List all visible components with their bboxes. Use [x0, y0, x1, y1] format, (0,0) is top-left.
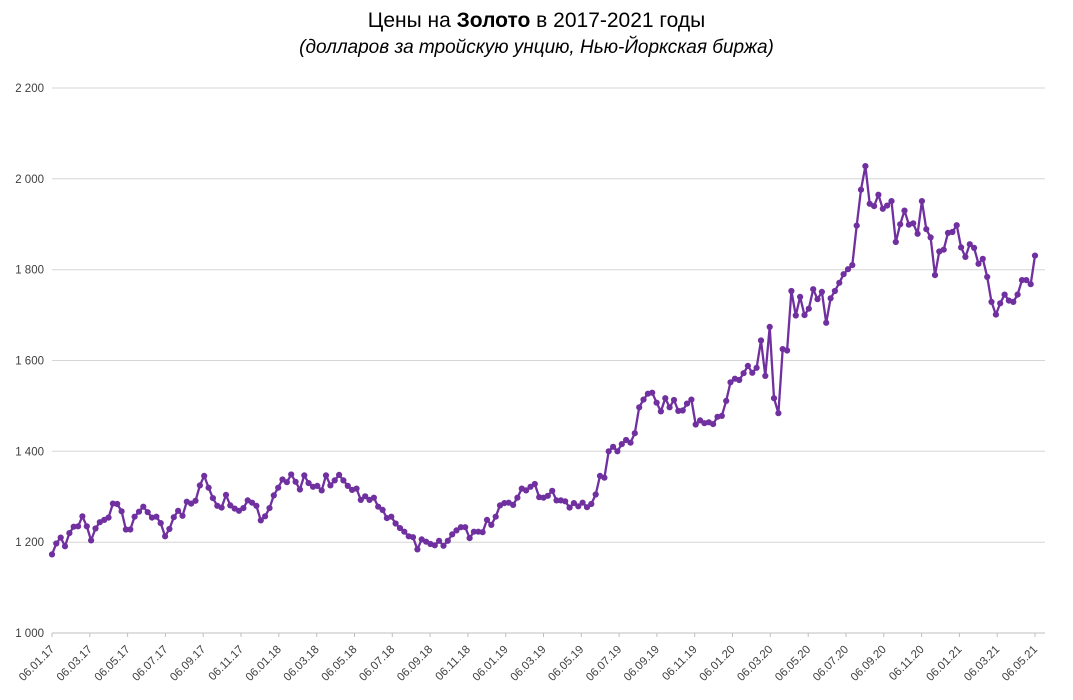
chart-title-suffix: в 2017-2021 годы	[530, 9, 706, 32]
svg-text:06.01.20: 06.01.20	[697, 644, 737, 684]
svg-text:06.07.19: 06.07.19	[584, 644, 624, 684]
svg-text:1 600: 1 600	[15, 356, 44, 368]
y-axis-labels: 2 200 2 000 1 800 1 600 1 400 1 200 1 000	[15, 83, 44, 640]
svg-text:06.11.18: 06.11.18	[433, 644, 473, 684]
svg-text:06.03.18: 06.03.18	[282, 644, 322, 684]
svg-text:06.05.17: 06.05.17	[93, 644, 133, 684]
svg-text:06.01.19: 06.01.19	[471, 644, 511, 684]
svg-text:06.03.20: 06.03.20	[735, 644, 775, 684]
svg-text:06.09.18: 06.09.18	[395, 644, 435, 684]
svg-text:06.07.17: 06.07.17	[130, 644, 170, 684]
svg-text:1 400: 1 400	[15, 446, 44, 458]
svg-text:06.03.19: 06.03.19	[508, 644, 548, 684]
svg-text:06.09.19: 06.09.19	[622, 644, 662, 684]
svg-text:06.09.20: 06.09.20	[849, 644, 889, 684]
svg-text:06.03.17: 06.03.17	[55, 644, 95, 684]
svg-text:06.05.18: 06.05.18	[319, 644, 359, 684]
gridlines	[52, 87, 1045, 543]
chart-subtitle: (долларов за тройскую унцию, Нью-Йоркска…	[299, 37, 774, 58]
svg-text:06.07.20: 06.07.20	[811, 644, 851, 684]
svg-text:06.03.21: 06.03.21	[962, 644, 1002, 684]
chart-title-highlight: Золото	[456, 9, 531, 32]
svg-text:06.01.17: 06.01.17	[17, 644, 57, 684]
svg-text:1 000: 1 000	[15, 628, 44, 640]
svg-text:06.05.20: 06.05.20	[773, 644, 813, 684]
svg-text:06.01.18: 06.01.18	[244, 644, 284, 684]
data-point-markers	[48, 163, 1039, 558]
x-axis-labels: 06.01.1706.03.1706.05.1706.07.1706.09.17…	[17, 633, 1040, 684]
chart-title: Цены на Золото в 2017-2021 годы	[0, 9, 1073, 33]
chart-title-prefix: Цены на	[367, 9, 457, 32]
svg-text:06.11.17: 06.11.17	[207, 644, 247, 684]
svg-text:1 800: 1 800	[15, 265, 44, 277]
svg-text:2 200: 2 200	[15, 83, 44, 95]
svg-text:1 200: 1 200	[15, 537, 44, 549]
svg-text:06.11.20: 06.11.20	[887, 644, 927, 684]
svg-text:06.09.17: 06.09.17	[168, 644, 208, 684]
svg-text:06.11.19: 06.11.19	[660, 644, 700, 684]
svg-text:06.05.19: 06.05.19	[546, 644, 586, 684]
svg-text:06.07.18: 06.07.18	[357, 644, 397, 684]
svg-text:2 000: 2 000	[15, 174, 44, 186]
svg-text:06.05.21: 06.05.21	[1000, 644, 1040, 684]
svg-text:06.01.21: 06.01.21	[924, 644, 964, 684]
